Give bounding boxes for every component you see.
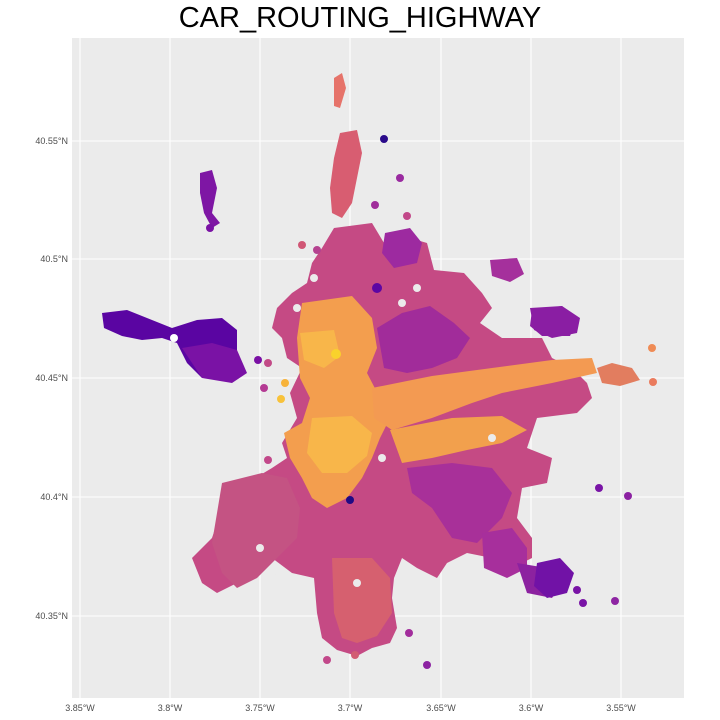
region-northeast-small [490,258,524,282]
region-southeast-isolated [534,558,574,598]
region-northwest-cluster [200,170,220,228]
map-panel [72,38,684,698]
x-tick-label: 3.7°W [337,703,363,713]
region-south-tail [332,558,392,643]
hex-gap [378,454,386,462]
hex-point [396,174,404,182]
hex-gap [293,304,301,312]
hex-point [260,384,268,392]
x-tick-label: 3.6°W [518,703,544,713]
hex-point [351,651,359,659]
region-far-east-blob [530,306,580,338]
isolated-hexes [170,135,657,669]
hex-point [579,599,587,607]
y-tick-label: 40.5°N [40,254,68,264]
x-tick-label: 3.85°W [65,703,95,713]
hexbin-map [72,38,684,698]
hex-point [323,656,331,664]
x-tick-label: 3.8°W [157,703,183,713]
hex-point [346,496,354,504]
region-east-corridor-2 [390,416,527,463]
region-hotspot-1 [307,416,372,473]
hex-point [573,586,581,594]
y-tick-label: 40.55°N [35,136,68,146]
region-east-corridor [372,358,597,430]
region-southeast-purple [407,463,512,543]
hex-gap [170,334,178,342]
region-east-purple [377,306,470,373]
hex-point [313,246,321,254]
hex-gap [353,579,361,587]
region-northeast-blob [382,228,422,268]
region-southeast-lobe [482,528,527,578]
hex-point [611,597,619,605]
hex-point [624,492,632,500]
hex-gap [398,299,406,307]
region-north-spur-top [334,73,346,108]
hexbin-regions [102,73,640,656]
hex-point [281,379,289,387]
hex-point [331,349,341,359]
hex-point [298,241,306,249]
map-title: CAR_ROUTING_HIGHWAY [178,2,542,34]
hex-point [206,224,214,232]
region-hotspot-2 [300,330,340,368]
region-far-east-spur [597,363,640,386]
hex-point [403,212,411,220]
hex-gap [413,284,421,292]
hex-point [595,484,603,492]
hex-point [264,456,272,464]
hex-point [254,356,262,364]
hex-gap [488,434,496,442]
x-tick-label: 3.65°W [426,703,456,713]
region-north-spur [330,130,362,218]
y-tick-label: 40.4°N [40,492,68,502]
x-tick-label: 3.75°W [245,703,275,713]
hex-point [264,359,272,367]
hex-point [423,661,431,669]
hex-gap [310,274,318,282]
x-tick-label: 3.55°W [606,703,636,713]
hex-point [371,201,379,209]
hex-point [380,135,388,143]
hex-gap [256,544,264,552]
hex-point [405,629,413,637]
y-tick-label: 40.45°N [35,373,68,383]
region-west-lobe-edge [182,343,247,383]
hex-point [372,283,382,293]
hex-gap [268,569,276,577]
y-tick-label: 40.35°N [35,611,68,621]
region-southwest-lobe [212,473,300,588]
hex-point [648,344,656,352]
hex-point [649,378,657,386]
hex-point [277,395,285,403]
